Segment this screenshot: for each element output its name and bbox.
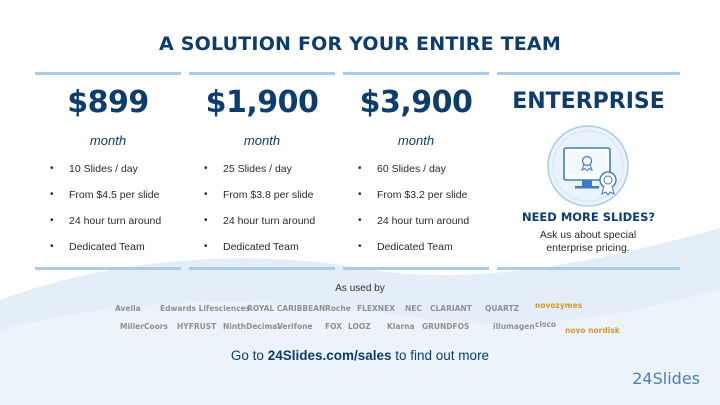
feature-item: • From $4.5 per slide bbox=[50, 189, 160, 201]
bullet-icon: • bbox=[50, 241, 54, 252]
bullet-icon: • bbox=[204, 189, 208, 200]
divider bbox=[189, 72, 335, 75]
plan-price: $3,900 bbox=[359, 85, 473, 120]
enterprise-subtitle: NEED MORE SLIDES? bbox=[521, 210, 656, 224]
bullet-icon: • bbox=[50, 215, 54, 226]
sales-link[interactable]: 24Slides.com/sales bbox=[267, 348, 392, 363]
enterprise-description: Ask us about special enterprise pricing. bbox=[539, 229, 637, 254]
client-logo: Roche bbox=[325, 304, 351, 313]
client-logo: Avella bbox=[115, 304, 141, 313]
feature-item: • 25 Slides / day bbox=[204, 163, 292, 175]
bullet-icon: • bbox=[50, 163, 54, 174]
feature-item: • From $3.8 per slide bbox=[204, 189, 314, 201]
plan-card-2: $1,900 month • 25 Slides / day • From $3.8… bbox=[189, 72, 335, 270]
divider bbox=[497, 72, 680, 75]
client-logo: MillerCoors bbox=[120, 322, 168, 331]
client-logo: FLEXNEX bbox=[357, 304, 395, 313]
bullet-icon: • bbox=[204, 215, 208, 226]
plan-features: • 25 Slides / day • From $3.8 per slide • 2… bbox=[189, 162, 335, 266]
certified-monitor-icon bbox=[547, 125, 629, 207]
divider bbox=[343, 72, 489, 75]
plan-price: $899 bbox=[67, 85, 149, 120]
feature-item: • 60 Slides / day bbox=[358, 163, 446, 175]
as-used-by-label: As used by bbox=[335, 283, 385, 294]
client-logo: HYFRUST bbox=[177, 322, 217, 331]
client-logo: Edwards Lifesciences bbox=[160, 304, 251, 313]
client-logo: Verifone bbox=[277, 322, 313, 331]
plan-features: • 10 Slides / day • From $4.5 per slide • 2… bbox=[35, 162, 181, 266]
bullet-icon: • bbox=[358, 163, 362, 174]
client-logo: ROYAL CARIBBEAN bbox=[247, 304, 326, 313]
divider bbox=[35, 72, 181, 75]
client-logo: novozymes bbox=[535, 301, 583, 310]
client-logos: Avella Edwards Lifesciences ROYAL CARIBB… bbox=[115, 298, 620, 338]
client-logo: Klarna bbox=[387, 322, 415, 331]
feature-item: • From $3.2 per slide bbox=[358, 189, 468, 201]
bullet-icon: • bbox=[204, 163, 208, 174]
client-logo: novo nordisk bbox=[565, 326, 620, 335]
footer-prefix: Go to bbox=[230, 348, 268, 363]
enterprise-card: ENTERPRISE NEED MORE SLIDES? Ask us abou… bbox=[497, 72, 680, 270]
bullet-icon: • bbox=[358, 189, 362, 200]
brand-logo: 24Slides bbox=[632, 369, 700, 388]
bullet-icon: • bbox=[50, 189, 54, 200]
plan-card-1: $899 month • 10 Slides / day • From $4.5 p… bbox=[35, 72, 181, 270]
bullet-icon: • bbox=[358, 215, 362, 226]
feature-item: • 24 hour turn around bbox=[50, 215, 162, 227]
client-logo: LOOZ bbox=[348, 322, 371, 331]
enterprise-title: ENTERPRISE bbox=[512, 89, 665, 114]
bullet-icon: • bbox=[358, 241, 362, 252]
divider bbox=[343, 267, 489, 270]
feature-item: • 10 Slides / day bbox=[50, 163, 138, 175]
client-logo: NEC bbox=[405, 304, 422, 313]
plan-period: month bbox=[243, 133, 281, 148]
client-logo: NinthDecimal bbox=[223, 322, 280, 331]
bullet-icon: • bbox=[204, 241, 208, 252]
feature-item: • Dedicated Team bbox=[204, 241, 299, 253]
feature-item: • 24 hour turn around bbox=[358, 215, 470, 227]
client-logo: QUARTZ bbox=[485, 304, 520, 313]
client-logo: FOX bbox=[325, 322, 343, 331]
footer-cta: Go to 24Slides.com/sales to find out mor… bbox=[0, 348, 720, 363]
plan-period: month bbox=[89, 133, 127, 148]
divider bbox=[189, 267, 335, 270]
client-logo: illumagen bbox=[493, 322, 535, 331]
page-title: A SOLUTION FOR YOUR ENTIRE TEAM bbox=[159, 33, 561, 55]
plan-price: $1,900 bbox=[205, 85, 319, 120]
feature-item: • Dedicated Team bbox=[50, 241, 145, 253]
plan-period: month bbox=[397, 133, 435, 148]
plan-card-3: $3,900 month • 60 Slides / day • From $3.2… bbox=[343, 72, 489, 270]
plan-features: • 60 Slides / day • From $3.2 per slide • 2… bbox=[343, 162, 489, 266]
footer-suffix: to find out more bbox=[391, 348, 490, 363]
divider bbox=[497, 267, 680, 270]
divider bbox=[35, 267, 181, 270]
client-logo: cisco bbox=[535, 320, 557, 329]
feature-item: • Dedicated Team bbox=[358, 241, 453, 253]
feature-item: • 24 hour turn around bbox=[204, 215, 316, 227]
client-logo: CLARIANT bbox=[430, 304, 472, 313]
client-logo: GRUNDFOS bbox=[422, 322, 470, 331]
